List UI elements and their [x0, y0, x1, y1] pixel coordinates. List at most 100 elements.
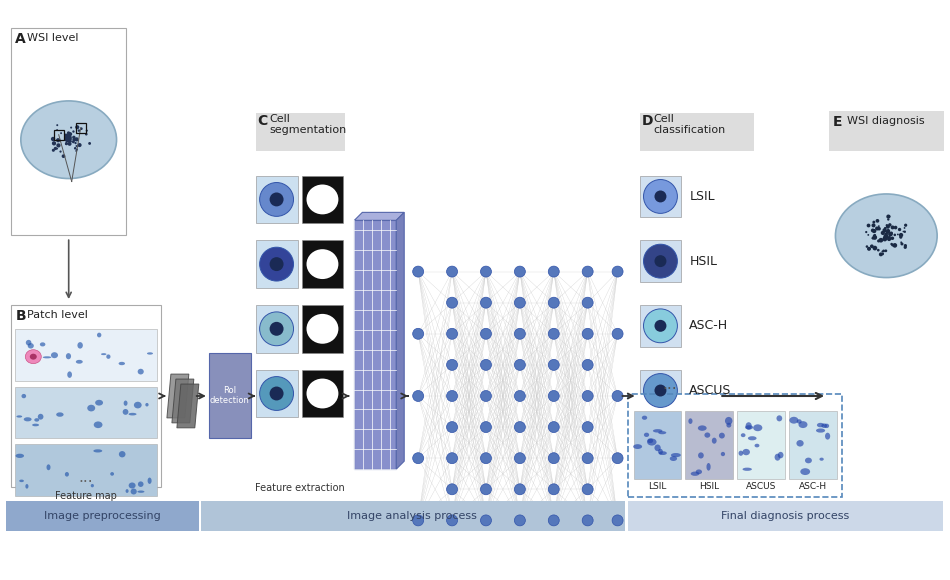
Ellipse shape [110, 472, 114, 476]
Ellipse shape [707, 463, 711, 470]
Ellipse shape [884, 234, 887, 237]
Ellipse shape [725, 417, 732, 425]
Ellipse shape [867, 234, 869, 236]
Ellipse shape [742, 449, 750, 455]
Ellipse shape [64, 137, 67, 141]
Ellipse shape [872, 229, 876, 233]
Ellipse shape [789, 417, 798, 423]
Bar [639, 176, 681, 218]
Bar [789, 411, 837, 479]
Ellipse shape [412, 453, 424, 463]
Ellipse shape [655, 255, 667, 267]
Ellipse shape [904, 224, 907, 227]
Ellipse shape [514, 390, 525, 401]
Bar [54, 130, 64, 140]
Text: Cell: Cell [270, 114, 291, 124]
Bar [829, 111, 943, 151]
Ellipse shape [68, 137, 71, 139]
Ellipse shape [885, 224, 888, 227]
Polygon shape [354, 212, 404, 220]
Ellipse shape [878, 225, 880, 227]
Bar [628, 501, 942, 531]
Ellipse shape [514, 422, 525, 433]
Ellipse shape [67, 139, 71, 143]
Ellipse shape [65, 137, 67, 139]
Ellipse shape [582, 422, 593, 433]
Text: E: E [833, 115, 843, 129]
Ellipse shape [74, 137, 79, 142]
Ellipse shape [643, 309, 677, 343]
Bar [737, 411, 785, 479]
Ellipse shape [879, 238, 884, 242]
Ellipse shape [56, 124, 58, 126]
Text: segmentation: segmentation [270, 125, 347, 135]
Bar [11, 28, 126, 235]
Ellipse shape [147, 477, 152, 484]
Ellipse shape [612, 266, 623, 277]
Ellipse shape [876, 219, 880, 223]
Ellipse shape [872, 220, 875, 224]
Ellipse shape [52, 141, 56, 146]
Ellipse shape [872, 237, 874, 240]
Text: ASCUS: ASCUS [690, 384, 732, 397]
Ellipse shape [903, 244, 907, 247]
Ellipse shape [805, 458, 812, 463]
Text: Image preprocessing: Image preprocessing [44, 511, 161, 521]
Ellipse shape [548, 484, 560, 495]
Ellipse shape [655, 320, 667, 332]
Ellipse shape [446, 453, 458, 463]
Ellipse shape [894, 226, 898, 230]
Ellipse shape [800, 468, 810, 475]
Ellipse shape [307, 184, 338, 215]
Ellipse shape [890, 237, 893, 240]
Ellipse shape [514, 266, 525, 277]
Ellipse shape [88, 142, 91, 145]
Ellipse shape [887, 231, 889, 233]
Ellipse shape [890, 243, 893, 245]
Ellipse shape [138, 491, 144, 493]
Ellipse shape [446, 484, 458, 495]
Ellipse shape [582, 515, 593, 526]
Ellipse shape [879, 252, 883, 256]
Ellipse shape [582, 390, 593, 401]
Bar [7, 501, 199, 531]
Ellipse shape [548, 297, 560, 308]
Ellipse shape [745, 425, 753, 430]
Ellipse shape [901, 242, 903, 245]
Ellipse shape [893, 243, 897, 248]
Bar [15, 386, 157, 438]
Ellipse shape [877, 240, 880, 242]
Ellipse shape [21, 101, 117, 179]
Ellipse shape [67, 139, 69, 142]
Ellipse shape [54, 147, 57, 150]
Ellipse shape [899, 233, 903, 237]
Ellipse shape [74, 142, 77, 144]
Ellipse shape [653, 429, 662, 433]
Ellipse shape [548, 453, 560, 463]
Ellipse shape [68, 138, 72, 141]
Ellipse shape [259, 312, 294, 346]
Ellipse shape [72, 140, 75, 143]
Ellipse shape [884, 235, 887, 239]
Ellipse shape [903, 246, 907, 249]
Ellipse shape [85, 133, 87, 136]
Ellipse shape [125, 489, 128, 493]
Ellipse shape [270, 193, 283, 206]
Ellipse shape [741, 433, 746, 437]
Bar [639, 240, 681, 282]
Ellipse shape [658, 431, 666, 434]
Ellipse shape [754, 444, 759, 447]
Ellipse shape [704, 433, 711, 438]
Ellipse shape [259, 183, 294, 216]
Ellipse shape [67, 139, 70, 143]
Text: ...: ... [79, 470, 93, 485]
Ellipse shape [835, 194, 937, 278]
Ellipse shape [481, 297, 491, 308]
Text: D: D [641, 114, 653, 128]
Ellipse shape [481, 515, 491, 526]
Ellipse shape [29, 354, 37, 360]
Bar [639, 113, 754, 151]
Ellipse shape [820, 458, 824, 461]
Ellipse shape [128, 483, 136, 488]
Ellipse shape [481, 266, 491, 277]
